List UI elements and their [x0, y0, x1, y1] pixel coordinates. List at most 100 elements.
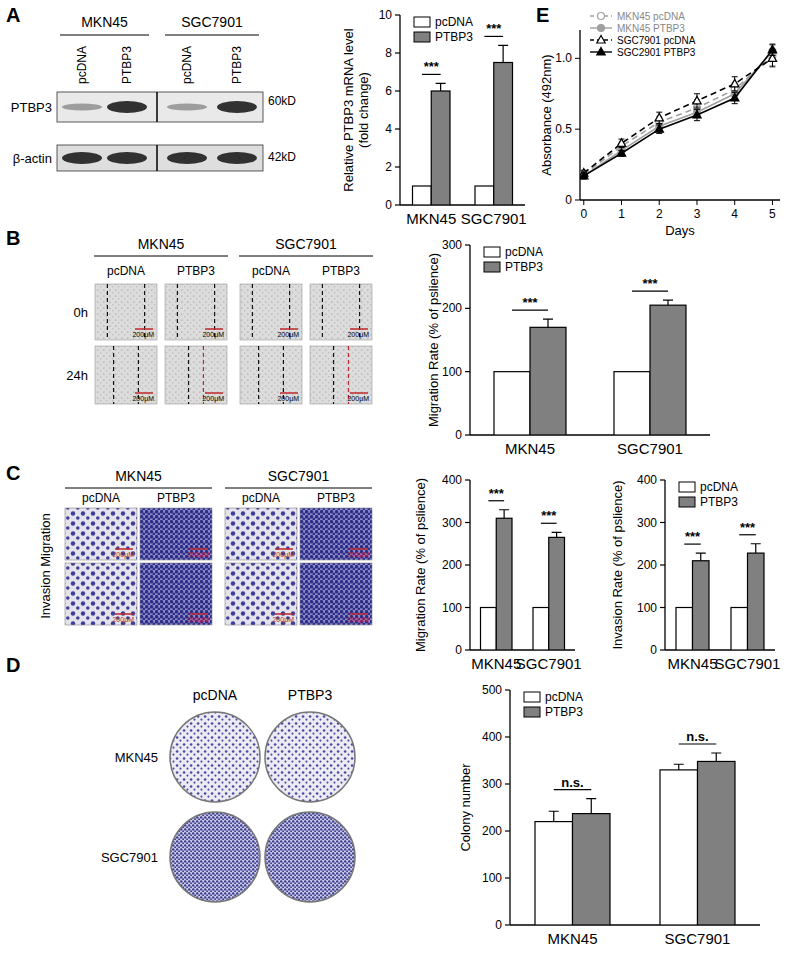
y-axis-label: Relative PTBP3 mRNA level(fold change): [341, 28, 371, 191]
scale-label: 200μM: [132, 331, 154, 339]
y-tick: [505, 689, 510, 690]
legend-swatch: [679, 482, 695, 492]
y-axis-label: Migration Rate (% of pslience): [426, 253, 441, 427]
y-tick: [465, 371, 470, 372]
category-label: SGC7901: [461, 210, 527, 227]
x-tick: [583, 200, 584, 205]
scale-label: 200μM: [187, 616, 209, 624]
y-tick: [395, 14, 400, 15]
significance: ***: [486, 21, 502, 36]
bar: [698, 761, 736, 925]
x-tick-label: 3: [694, 207, 701, 221]
cell-line-header: MKN45: [138, 236, 185, 252]
blot-band: [217, 152, 257, 164]
legend-swatch: [414, 32, 430, 42]
series-line: [584, 51, 773, 176]
cell-line-header: MKN45: [115, 468, 162, 484]
y-tick: [465, 649, 470, 650]
transwell-image: [300, 563, 372, 625]
bar: [660, 770, 698, 925]
legend-marker: [598, 13, 605, 20]
blot-row-label: PTBP3: [11, 100, 52, 115]
wound-edge: [322, 284, 323, 340]
legend-swatch: [484, 262, 500, 272]
scratch-image: [310, 346, 372, 404]
y-tick: [660, 607, 665, 608]
bar-chart: 0100200300400Migration Rate (% of pslien…: [413, 473, 582, 672]
point: [693, 96, 701, 104]
condition-header: PTBP3: [230, 46, 244, 84]
legend-label: MKN45 pcDNA: [617, 11, 685, 22]
y-axis: [509, 690, 510, 925]
marks: [494, 300, 686, 435]
panel-letter: B: [6, 227, 20, 249]
y-tick: [395, 52, 400, 53]
y-tick-label: 500: [482, 683, 502, 697]
header-rule: [165, 35, 259, 36]
legend-label: pcDNA: [505, 245, 543, 259]
marks: [413, 45, 513, 205]
legend-label: PTBP3: [505, 260, 543, 274]
scale-label: 200μM: [112, 551, 134, 559]
blot-band: [167, 152, 207, 164]
blot-band: [62, 104, 102, 111]
blot-band: [62, 152, 102, 164]
bar: [549, 537, 565, 650]
x-tick: [659, 200, 660, 205]
error-bar: [499, 510, 509, 519]
scale-label: 200μM: [272, 551, 294, 559]
y-tick-label: 0: [565, 193, 572, 207]
bar-chart: 0246810Relative PTBP3 mRNA level(fold ch…: [341, 8, 527, 227]
bar: [431, 91, 450, 205]
condition-header: pcDNA: [82, 491, 120, 505]
scale-label: 200μM: [132, 395, 154, 403]
y-tick: [465, 522, 470, 523]
y-tick: [575, 58, 580, 59]
condition-header: pcDNA: [75, 46, 89, 84]
scratch-image: [95, 284, 157, 340]
cell-line-header: SGC7901: [181, 14, 243, 30]
transwell-image: [300, 508, 372, 560]
significance: ***: [642, 276, 658, 291]
y-tick-label: 400: [442, 473, 462, 487]
scratch-image: [165, 346, 227, 404]
panel-letter: C: [6, 462, 20, 484]
category-label: MKN45: [406, 210, 456, 227]
y-tick-label: 0: [650, 643, 657, 657]
point: [731, 79, 739, 87]
error-bar: [436, 83, 446, 91]
category-label: SGC7901: [516, 655, 582, 672]
scale-bar: [350, 613, 368, 615]
series-line: [584, 50, 773, 176]
x-tick-label: 4: [731, 207, 738, 221]
error-bar: [552, 532, 562, 537]
time-label: 24h: [66, 368, 88, 383]
scale-label: 200μM: [202, 331, 224, 339]
scale-bar: [190, 613, 208, 615]
error-bar: [711, 753, 721, 761]
bar: [475, 186, 494, 205]
legend-label: PTBP3: [435, 30, 473, 44]
wound-edge: [113, 346, 114, 404]
legend-marker: [597, 48, 605, 56]
y-tick-label: 0: [385, 198, 392, 212]
legend-label: MKN45 PTBP3: [617, 23, 685, 34]
y-axis-label: Migration Rate (% of pslience): [413, 478, 428, 652]
significance: n.s.: [561, 775, 583, 790]
y-axis-label-line: Migration Rate (% of pslience): [426, 253, 441, 427]
point: [617, 139, 625, 147]
transwell-image: [225, 563, 297, 625]
y-tick: [505, 877, 510, 878]
error-bar: [696, 553, 706, 561]
y-tick: [660, 649, 665, 650]
bar: [535, 822, 573, 925]
y-tick: [660, 564, 665, 565]
y-tick-label: 400: [482, 730, 502, 744]
transwell-image: [225, 508, 297, 560]
y-tick-label: 300: [442, 516, 462, 530]
significance: ***: [541, 508, 557, 523]
scratch-image: [95, 346, 157, 404]
bar: [494, 372, 530, 435]
scratch-image: [240, 284, 302, 340]
bar: [748, 553, 765, 650]
